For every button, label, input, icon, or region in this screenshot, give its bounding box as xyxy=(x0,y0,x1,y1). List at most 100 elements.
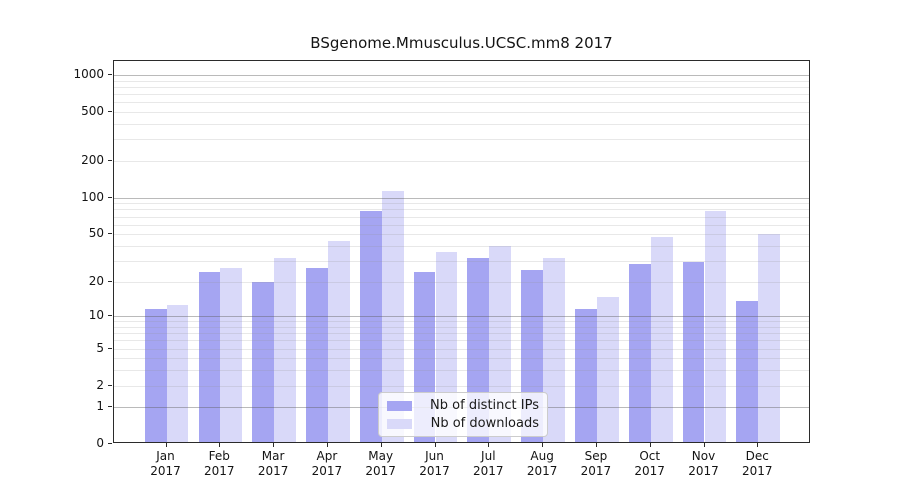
gridline-500 xyxy=(114,112,809,113)
y-tick-label-2: 2 xyxy=(96,377,104,392)
x-tick-mar xyxy=(273,443,275,447)
bar-distinct-ips-feb xyxy=(198,272,221,442)
gridline-900 xyxy=(114,80,809,82)
x-tick-label-jan: Jan 2017 xyxy=(150,449,181,478)
bar-distinct-ips-nov xyxy=(682,262,705,442)
y-tick-label-500: 500 xyxy=(81,104,104,118)
gridline-2 xyxy=(114,385,809,387)
y-tick-label-10: 10 xyxy=(88,308,104,323)
gridline-3 xyxy=(114,370,809,372)
gridline-40 xyxy=(114,245,809,247)
x-tick-jun xyxy=(434,443,436,447)
gridline-700 xyxy=(114,94,809,96)
gridline-5 xyxy=(114,348,809,350)
gridline-7 xyxy=(114,333,809,335)
legend-label-distinct-ips: Nb of distinct IPs xyxy=(430,398,539,413)
legend-swatch-distinct-ips xyxy=(387,400,412,411)
gridline-4 xyxy=(114,358,809,360)
legend: Nb of distinct IPs Nb of downloads xyxy=(378,392,548,437)
x-tick-label-oct: Oct 2017 xyxy=(634,449,665,478)
legend-row-distinct-ips: Nb of distinct IPs xyxy=(386,398,539,413)
x-tick-oct xyxy=(649,443,651,447)
gridline-20 xyxy=(114,281,809,283)
gridline-70 xyxy=(114,216,809,218)
y-tick-50 xyxy=(108,233,112,235)
plot-area xyxy=(113,60,810,443)
legend-row-downloads: Nb of downloads xyxy=(386,416,539,431)
gridline-60 xyxy=(114,224,809,226)
bar-downloads-nov xyxy=(704,210,727,442)
chart-title: BSgenome.Mmusculus.UCSC.mm8 2017 xyxy=(310,34,613,52)
gridline-80 xyxy=(114,209,809,211)
y-tick-1000 xyxy=(108,74,112,75)
bar-distinct-ips-dec xyxy=(736,300,759,442)
bar-distinct-ips-oct xyxy=(628,263,651,442)
gridline-9 xyxy=(114,321,809,323)
x-tick-may xyxy=(380,443,382,447)
bar-distinct-ips-apr xyxy=(306,267,328,442)
y-tick-1 xyxy=(108,406,112,408)
x-tick-apr xyxy=(326,443,328,447)
bar-distinct-ips-sep xyxy=(575,309,597,442)
gridline-800 xyxy=(114,86,809,88)
bar-downloads-apr xyxy=(327,241,350,442)
bar-downloads-jan xyxy=(166,304,189,442)
gridline-300 xyxy=(114,139,809,141)
x-tick-label-aug: Aug 2017 xyxy=(526,449,558,478)
bar-downloads-aug xyxy=(543,258,565,442)
x-tick-aug xyxy=(542,443,544,447)
bar-downloads-sep xyxy=(596,297,619,442)
bar-downloads-feb xyxy=(220,267,243,442)
y-tick-20 xyxy=(108,280,112,282)
y-tick-5 xyxy=(108,347,112,349)
gridline-6 xyxy=(114,340,809,342)
x-tick-label-jun: Jun 2017 xyxy=(419,449,450,478)
y-tick-500 xyxy=(108,111,112,112)
y-tick-label-200: 200 xyxy=(81,152,104,167)
gridline-400 xyxy=(114,123,809,125)
y-tick-label-1: 1 xyxy=(96,399,104,414)
y-tick-label-50: 50 xyxy=(88,226,104,241)
x-tick-label-mar: Mar 2017 xyxy=(257,449,289,478)
y-tick-label-1000: 1000 xyxy=(73,67,104,81)
gridline-600 xyxy=(114,102,809,104)
bar-distinct-ips-may xyxy=(359,210,382,442)
y-tick-0 xyxy=(108,443,112,445)
legend-label-downloads: Nb of downloads xyxy=(430,416,539,431)
x-tick-feb xyxy=(219,443,221,447)
gridline-50 xyxy=(114,234,809,236)
bar-downloads-oct xyxy=(650,237,673,442)
x-tick-label-apr: Apr 2017 xyxy=(311,449,343,478)
gridline-200 xyxy=(114,160,809,162)
x-tick-label-nov: Nov 2017 xyxy=(688,449,719,478)
x-tick-label-feb: Feb 2017 xyxy=(204,449,235,478)
x-tick-dec xyxy=(757,443,759,447)
x-tick-nov xyxy=(703,443,705,447)
y-tick-2 xyxy=(108,384,112,386)
y-tick-label-20: 20 xyxy=(88,273,104,288)
gridline-1000 xyxy=(114,75,809,76)
gridline-90 xyxy=(114,203,809,205)
x-tick-label-jul: Jul 2017 xyxy=(473,449,504,478)
bar-downloads-may xyxy=(381,191,404,442)
x-tick-sep xyxy=(595,443,597,447)
y-tick-label-0: 0 xyxy=(96,436,104,451)
x-tick-label-sep: Sep 2017 xyxy=(580,449,612,478)
y-tick-label-5: 5 xyxy=(96,340,104,355)
gridline-10 xyxy=(114,316,809,318)
x-tick-label-dec: Dec 2017 xyxy=(742,449,773,478)
bar-distinct-ips-mar xyxy=(252,281,275,442)
gridline-8 xyxy=(114,326,809,328)
bar-distinct-ips-jan xyxy=(144,309,167,442)
bar-downloads-mar xyxy=(274,258,296,442)
x-tick-jan xyxy=(165,443,167,447)
bar-downloads-dec xyxy=(758,234,781,442)
gridline-100 xyxy=(114,197,809,199)
x-tick-label-may: May 2017 xyxy=(365,449,396,478)
y-tick-100 xyxy=(108,196,112,198)
y-tick-10 xyxy=(108,315,112,317)
legend-swatch-downloads xyxy=(387,418,412,429)
gridline-30 xyxy=(114,260,809,262)
y-tick-label-100: 100 xyxy=(81,189,104,204)
